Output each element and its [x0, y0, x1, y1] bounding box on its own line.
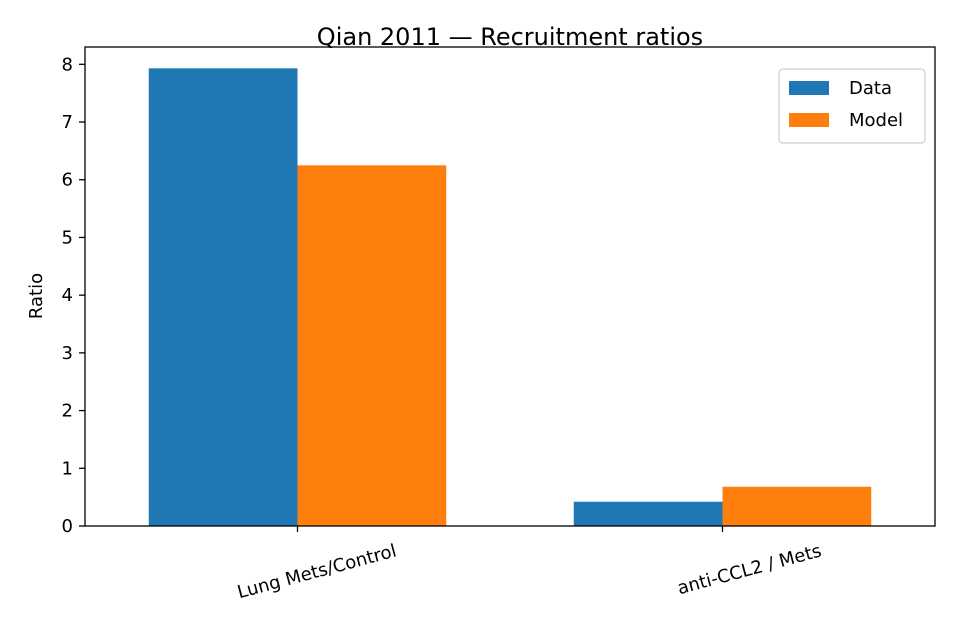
- bar-data-1: [148, 68, 298, 526]
- y-tick-label: 5: [62, 227, 73, 248]
- legend-label-model: Model: [849, 110, 903, 131]
- y-tick-label: 6: [62, 170, 73, 191]
- x-tick-label-2: anti-CCL2 / Mets: [675, 541, 824, 600]
- legend: Data Model: [778, 68, 926, 144]
- bar-model-1: [297, 165, 447, 526]
- legend-swatch-data: [789, 81, 829, 95]
- y-axis: 0 1 2 3 4 5 6 7 8: [62, 54, 85, 537]
- bar-data-2: [573, 501, 723, 526]
- y-axis-label: Ratio: [26, 273, 47, 319]
- y-tick-label: 4: [62, 285, 73, 306]
- y-tick-label: 1: [62, 458, 73, 479]
- bar-model-2: [722, 486, 872, 526]
- y-tick-label: 0: [62, 516, 73, 537]
- y-tick-label: 7: [62, 112, 73, 133]
- plot-frame: [84, 46, 936, 527]
- y-tick-label: 3: [62, 343, 73, 364]
- legend-label-data: Data: [849, 78, 892, 99]
- legend-swatch-model: [789, 113, 829, 127]
- x-tick-label-1: Lung Mets/Control: [235, 541, 399, 604]
- chart-title: Qian 2011 — Recruitment ratios: [317, 23, 703, 51]
- y-tick-label: 8: [62, 54, 73, 75]
- bars-group: [148, 68, 872, 526]
- y-tick-label: 2: [62, 401, 73, 422]
- x-axis: Lung Mets/Control anti-CCL2 / Mets: [235, 526, 824, 603]
